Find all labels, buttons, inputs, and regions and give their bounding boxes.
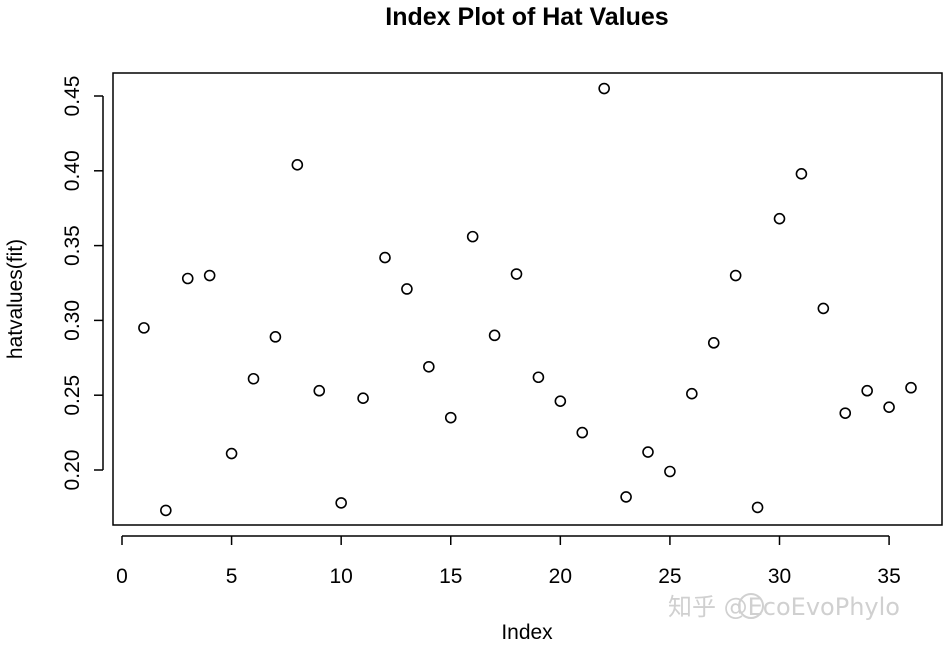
data-point <box>160 504 172 517</box>
data-point <box>510 268 523 280</box>
data-point <box>795 167 808 180</box>
x-tick-label: 15 <box>439 565 462 588</box>
data-point <box>817 302 830 315</box>
data-point <box>620 491 632 503</box>
data-point <box>401 283 413 295</box>
x-tick-label: 30 <box>768 565 791 588</box>
data-point <box>664 465 676 478</box>
data-point <box>269 331 282 343</box>
x-tick-label: 10 <box>329 565 352 588</box>
data-point <box>686 387 698 400</box>
data-point <box>883 401 895 413</box>
data-point <box>444 411 457 424</box>
data-point <box>532 371 545 384</box>
x-axis-label: Index <box>501 621 553 644</box>
data-point <box>554 395 567 407</box>
x-tick-label: 20 <box>549 565 572 588</box>
x-axis: 0 5 10 15 20 25 30 35 <box>116 535 901 588</box>
chart-title: Index Plot of Hat Values <box>385 3 668 31</box>
data-point <box>466 230 479 243</box>
data-point <box>861 384 873 397</box>
data-point <box>357 392 369 404</box>
y-tick-label: 0.25 <box>61 375 84 416</box>
data-point <box>423 360 435 373</box>
watermark-text: 知乎 @EcoEvoPhylo <box>668 593 900 621</box>
y-tick-label: 0.30 <box>61 300 84 341</box>
x-tick-label: 0 <box>116 565 128 588</box>
data-point <box>576 426 589 439</box>
data-point <box>247 372 260 385</box>
y-axis: 0.20 0.25 0.30 0.35 0.40 0.45 <box>61 76 104 491</box>
data-point <box>335 497 347 509</box>
data-point <box>729 269 742 282</box>
data-point <box>181 272 194 285</box>
plot-frame <box>112 72 943 526</box>
data-point <box>225 447 238 460</box>
data-point <box>905 381 917 394</box>
zhihu-logo-icon <box>738 593 764 619</box>
data-point <box>598 82 610 95</box>
y-tick-label: 0.40 <box>61 150 84 191</box>
x-tick-label: 25 <box>658 565 681 588</box>
data-point <box>313 384 326 397</box>
y-tick-label: 0.45 <box>61 76 84 117</box>
x-tick-label: 5 <box>226 565 238 588</box>
x-tick-label: 35 <box>877 565 900 588</box>
data-point <box>773 212 786 225</box>
data-point <box>379 251 391 264</box>
watermark: 知乎 @EcoEvoPhylo <box>668 593 900 621</box>
data-point <box>642 446 654 458</box>
data-point <box>291 159 304 171</box>
y-tick-label: 0.35 <box>61 225 84 266</box>
data-point <box>488 329 501 342</box>
data-point <box>707 337 720 349</box>
data-point <box>751 501 764 514</box>
data-points <box>138 82 917 517</box>
y-axis-label: hatvalues(fit) <box>4 239 27 359</box>
y-tick-label: 0.20 <box>61 450 84 491</box>
data-point <box>839 407 852 419</box>
data-point <box>138 322 150 334</box>
data-point <box>203 269 216 282</box>
